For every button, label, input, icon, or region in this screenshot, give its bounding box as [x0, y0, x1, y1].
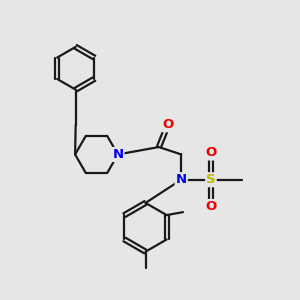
Text: N: N [112, 148, 124, 161]
Text: S: S [206, 173, 216, 186]
Text: N: N [176, 173, 187, 186]
Text: O: O [162, 118, 173, 131]
Text: O: O [205, 146, 217, 160]
Text: O: O [205, 200, 217, 213]
